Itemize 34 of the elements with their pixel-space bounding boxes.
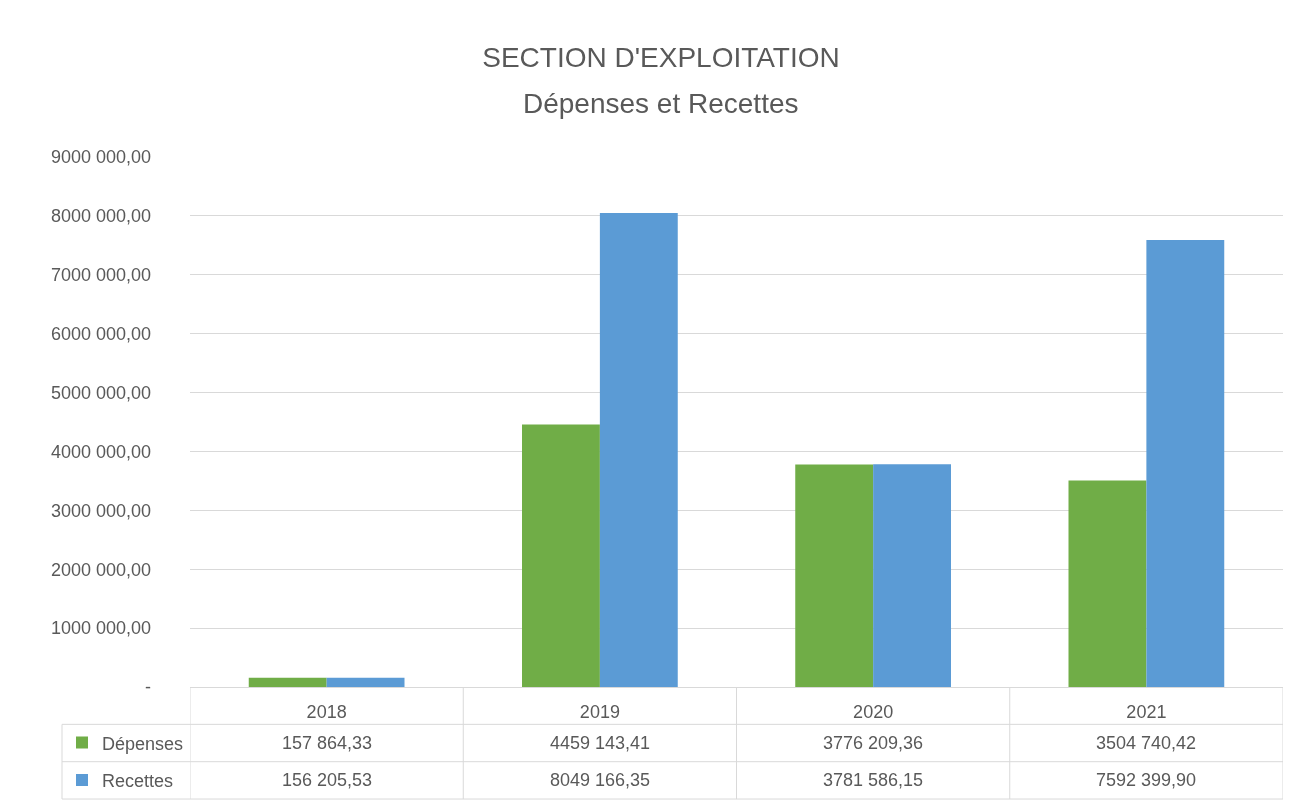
bar: [873, 464, 951, 687]
y-tick-label: 6000 000,00: [50, 323, 151, 344]
data-label: 8049 166,35: [550, 770, 651, 790]
y-tick-label: 3000 000,00: [50, 500, 151, 521]
bar: [326, 677, 405, 687]
chart-title: SECTION D'EXPLOITATION: [482, 41, 840, 73]
bar: [248, 677, 327, 687]
x-tick-label: 2021: [1126, 701, 1167, 722]
y-tick-label: 5000 000,00: [50, 382, 151, 403]
data-label: 3781 586,15: [823, 770, 924, 790]
y-tick-label: 7000 000,00: [50, 265, 151, 286]
y-tick-label: 4000 000,00: [50, 441, 151, 462]
x-tick-label: 2020: [853, 701, 894, 722]
data-label: 7592 399,90: [1096, 770, 1197, 790]
bar: [599, 212, 678, 687]
legend-label: Dépenses: [102, 733, 184, 754]
bar: [1068, 480, 1147, 687]
bar: [1146, 239, 1225, 687]
x-tick-label: 2018: [306, 701, 347, 722]
legend-label: Recettes: [102, 770, 174, 791]
y-tick-label: -: [145, 677, 151, 698]
data-label: 3776 209,36: [823, 733, 924, 753]
y-tick-label: 9000 000,00: [50, 147, 151, 168]
bar: [795, 464, 874, 687]
bar: [522, 424, 600, 687]
chart-subtitle: Dépenses et Recettes: [523, 88, 799, 119]
data-label: 3504 740,42: [1096, 733, 1197, 753]
data-label: 156 205,53: [282, 770, 373, 790]
x-tick-label: 2019: [579, 701, 620, 722]
y-tick-label: 1000 000,00: [50, 618, 151, 639]
data-label: 157 864,33: [282, 733, 373, 753]
y-tick-label: 8000 000,00: [50, 206, 151, 227]
y-tick-label: 2000 000,00: [50, 559, 151, 580]
data-label: 4459 143,41: [550, 733, 651, 753]
